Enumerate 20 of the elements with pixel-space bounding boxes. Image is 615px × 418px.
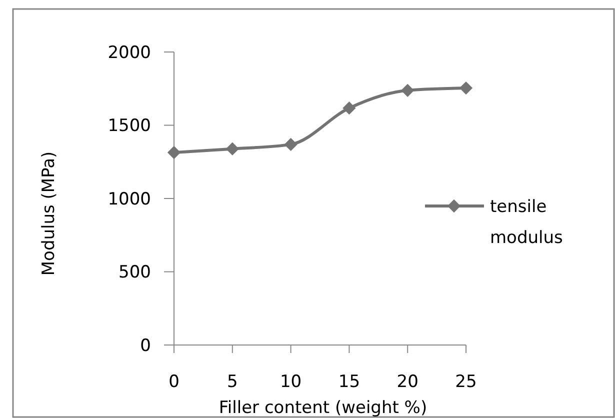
x-axis-title: Filler content (weight %) [218,398,428,418]
point [342,102,356,115]
y-tick-label: 0 [140,336,151,356]
point [167,146,181,160]
x-tick-label: 25 [455,372,477,392]
point [459,81,473,95]
y-tick-label: 1500 [108,116,151,136]
point [401,84,414,97]
point [226,142,239,156]
y-axis-title: Modulus (MPa) [39,151,59,276]
x-tick-label: 20 [396,372,418,392]
y-tick-label: 1000 [108,189,151,210]
x-tick-label: 15 [338,372,360,392]
y-tick-label: 500 [118,262,151,283]
y-tick-label: 2000 [108,42,151,63]
point [284,138,298,152]
x-tick-label: 10 [280,372,302,392]
x-tick-label: 0 [168,372,180,392]
legend-label: tensile modulus [490,197,564,248]
x-tick-label: 5 [226,372,238,392]
